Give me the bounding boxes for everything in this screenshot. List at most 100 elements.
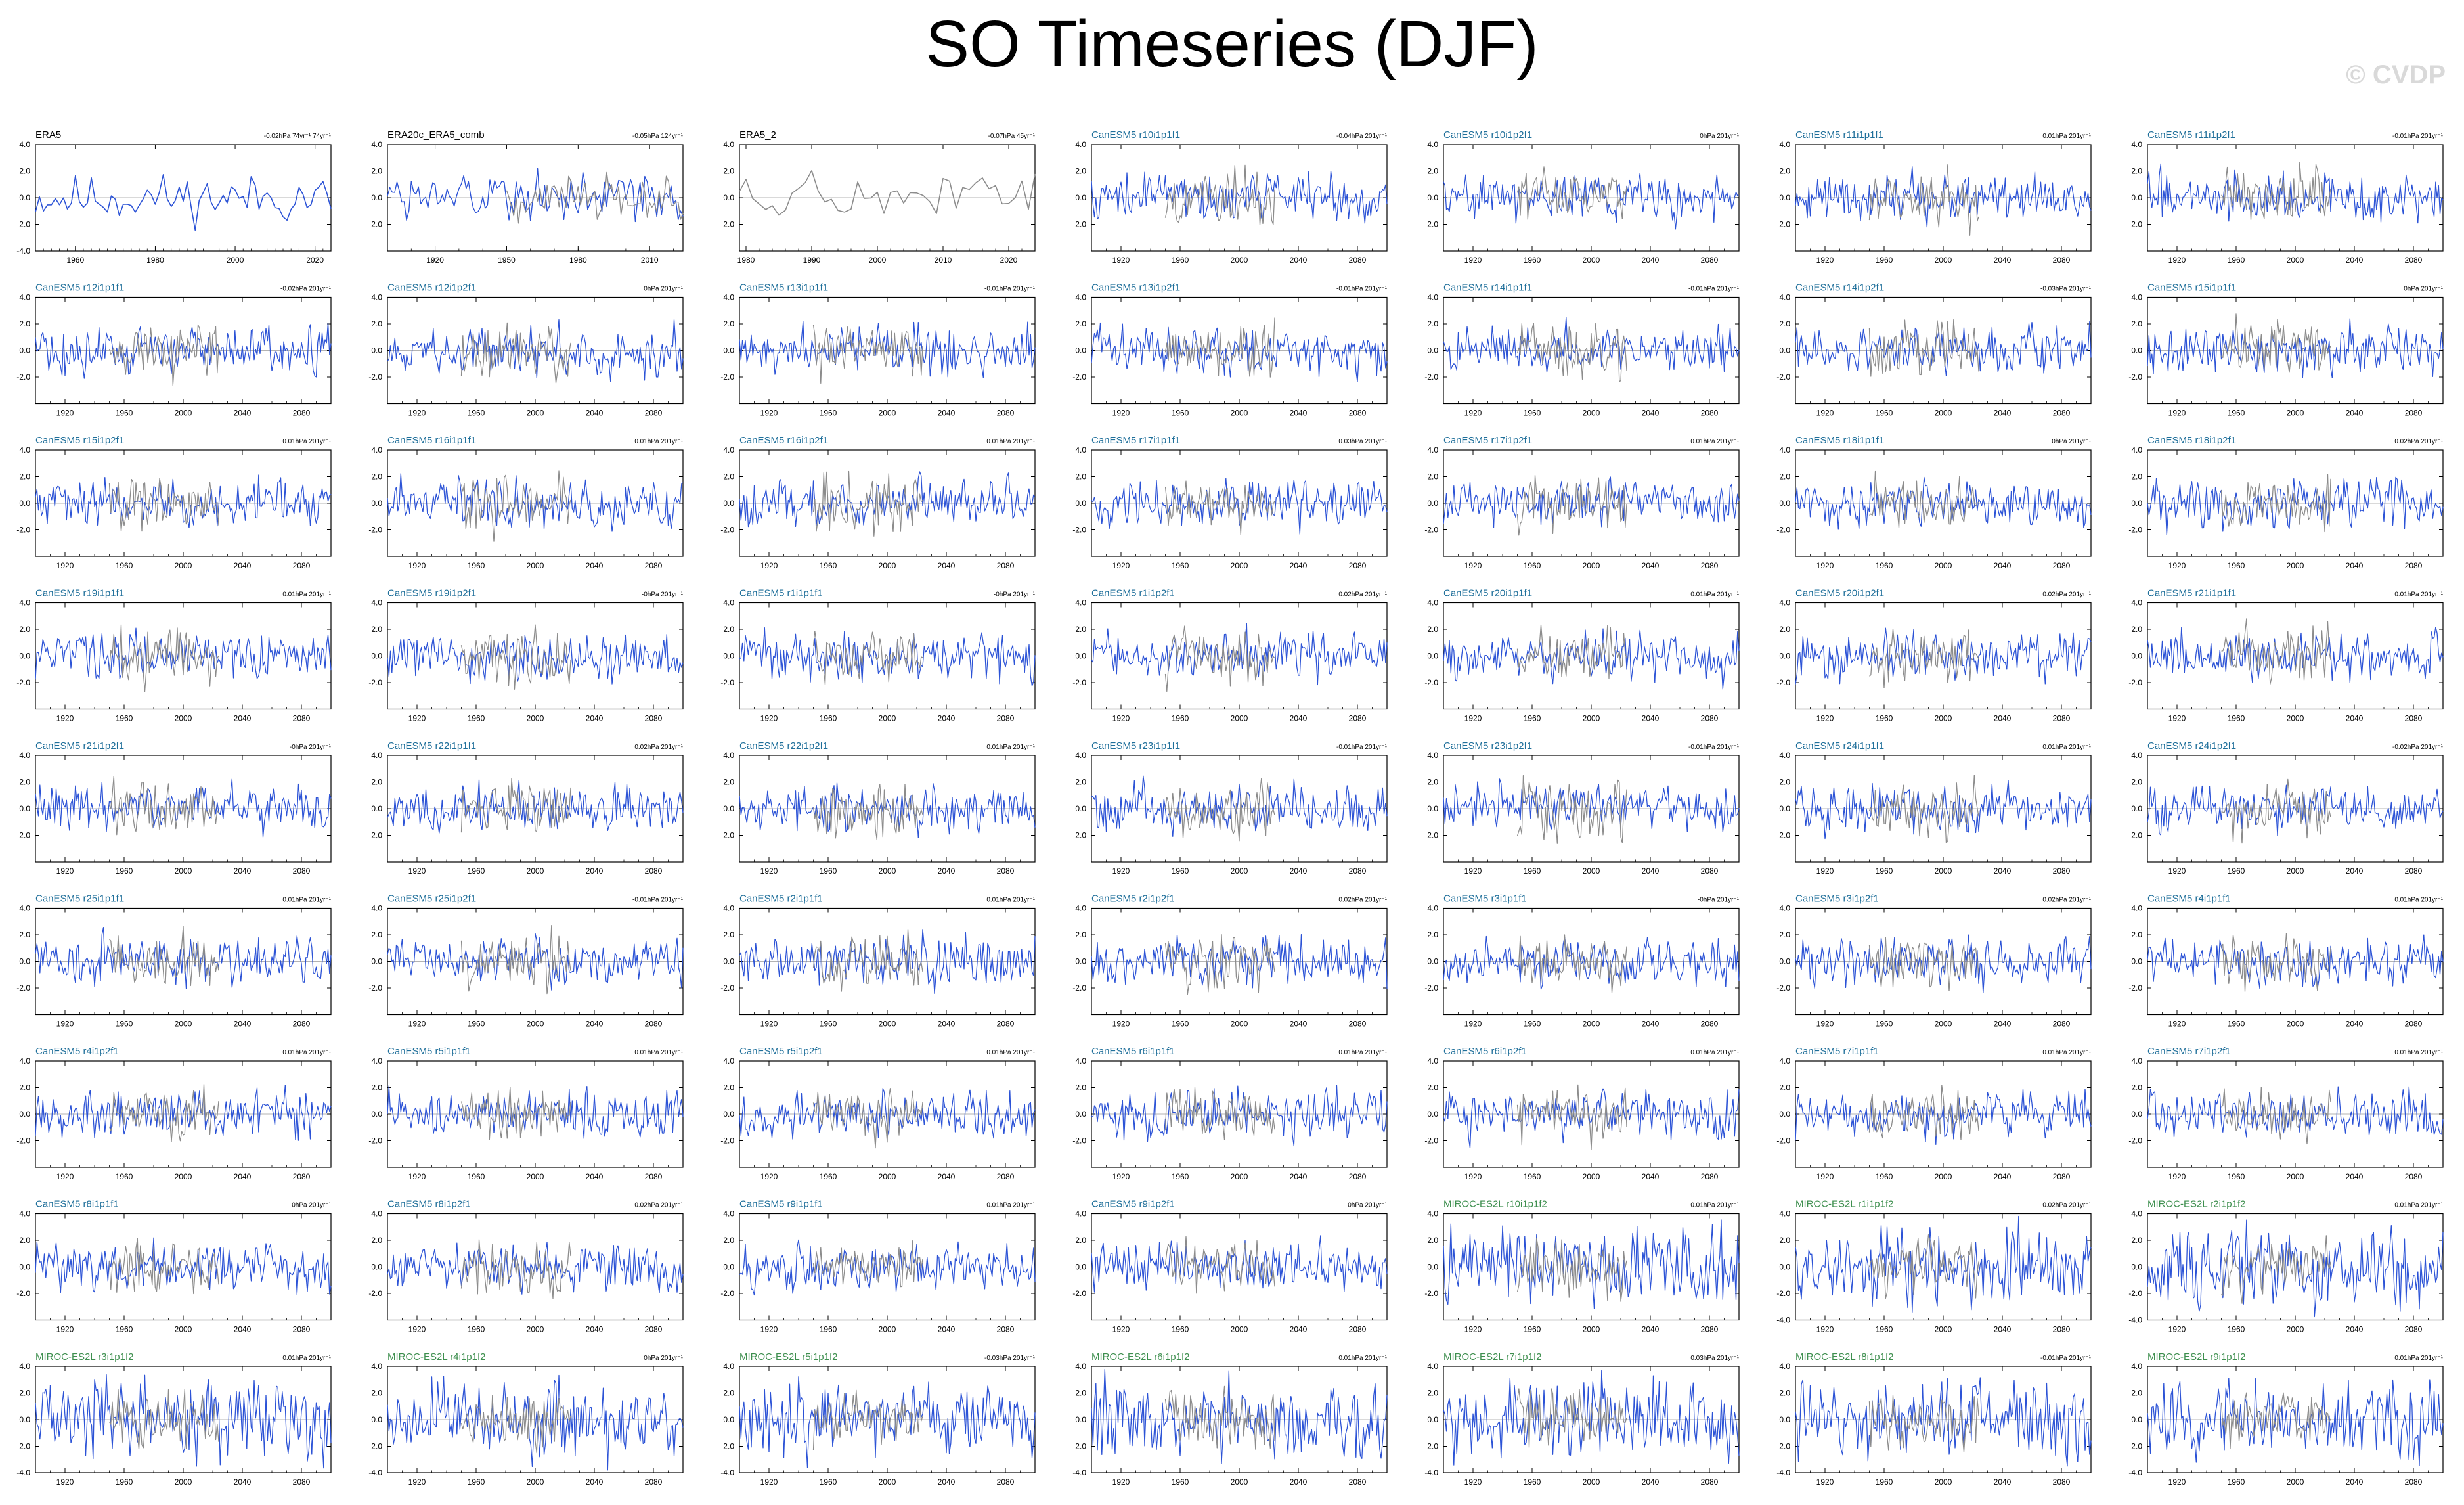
obs-series-line <box>1868 937 1979 992</box>
x-tick-label: 2000 <box>227 256 244 265</box>
x-tick-label: 2000 <box>2287 1172 2304 1181</box>
x-tick-label: 2080 <box>293 409 311 418</box>
y-tick-label: 2.0 <box>19 1389 30 1398</box>
y-tick-label: -2.0 <box>2128 831 2142 840</box>
x-tick-label: 2040 <box>234 714 252 723</box>
x-tick-label: 2000 <box>527 1325 544 1334</box>
obs-series-line <box>2220 933 2331 992</box>
x-tick-label: 1920 <box>760 1477 778 1487</box>
x-tick-label: 1920 <box>1816 256 1834 265</box>
x-tick-label: 1960 <box>1524 1325 1541 1334</box>
x-tick-label: 2000 <box>1231 1020 1248 1029</box>
y-tick-label: 4.0 <box>723 140 734 149</box>
x-tick-label: 2080 <box>2405 1172 2423 1181</box>
y-tick-label: 2.0 <box>2131 1389 2142 1398</box>
obs-series-line <box>108 478 219 532</box>
x-tick-label: 2040 <box>234 866 252 876</box>
x-tick-label: 1960 <box>116 1020 133 1029</box>
y-tick-label: -2.0 <box>1072 983 1086 993</box>
panel-title: CanESM5 r12i1p1f1 <box>35 282 124 294</box>
panel-trend-label: 0.01hPa 201yr⁻¹ <box>986 744 1035 751</box>
x-tick-label: 2000 <box>1583 866 1600 876</box>
x-tick-label: 2080 <box>1701 714 1719 723</box>
y-tick-label: 4.0 <box>1427 1362 1438 1371</box>
y-tick-label: 4.0 <box>1779 445 1790 455</box>
model-series-line <box>1795 476 2092 530</box>
x-tick-label: 2000 <box>527 1477 544 1487</box>
x-tick-label: 1960 <box>1876 256 1893 265</box>
y-tick-label: 0.0 <box>19 1415 30 1424</box>
panel-trend-label: -0.02hPa 201yr⁻¹ <box>2392 744 2444 751</box>
y-tick-label: 2.0 <box>1779 1389 1790 1398</box>
y-tick-label: -4.0 <box>2128 1316 2142 1325</box>
panel-title: CanESM5 r1i1p2f1 <box>1091 588 1175 599</box>
y-tick-label: 0.0 <box>371 499 382 508</box>
x-tick-label: 1960 <box>468 561 485 570</box>
x-tick-label: 2000 <box>879 1325 896 1334</box>
model-series-line <box>1795 780 2092 840</box>
y-tick-label: 2.0 <box>1427 167 1438 176</box>
x-tick-label: 2000 <box>175 561 192 570</box>
x-tick-label: 2040 <box>1994 1172 2012 1181</box>
y-tick-label: 2.0 <box>723 1389 734 1398</box>
panel-trend-label: 0.02hPa 201yr⁻¹ <box>2394 438 2443 445</box>
x-tick-label: 2000 <box>175 1477 192 1487</box>
y-tick-label: -2.0 <box>1776 983 1790 993</box>
y-tick-label: 0.0 <box>2131 193 2142 202</box>
obs-series-line <box>1164 934 1275 995</box>
y-tick-label: 4.0 <box>1075 904 1086 913</box>
y-tick-label: 2.0 <box>723 778 734 787</box>
x-tick-label: 1920 <box>1816 1172 1834 1181</box>
panel-trend-label: 0hPa 201yr⁻¹ <box>2404 286 2443 293</box>
panel-trend-label: 0.02hPa 201yr⁻¹ <box>2042 591 2091 598</box>
x-tick-label: 2000 <box>879 1020 896 1029</box>
x-tick-label: 2040 <box>2346 714 2364 723</box>
x-tick-label: 1920 <box>1112 866 1130 876</box>
x-tick-label: 2040 <box>234 1325 252 1334</box>
x-tick-label: 2080 <box>997 409 1015 418</box>
y-tick-label: 0.0 <box>2131 652 2142 661</box>
y-tick-label: -2.0 <box>2128 372 2142 382</box>
x-tick-label: 2080 <box>2405 714 2423 723</box>
y-tick-label: 4.0 <box>1779 140 1790 149</box>
panel-trend-label: 0.02hPa 201yr⁻¹ <box>2042 897 2091 904</box>
obs-series-line <box>108 776 219 836</box>
x-tick-label: 1920 <box>760 1172 778 1181</box>
y-tick-label: -4.0 <box>1424 1468 1438 1477</box>
y-tick-label: 4.0 <box>723 445 734 455</box>
panel-trend-label: -0hPa 201yr⁻¹ <box>1698 897 1740 904</box>
y-tick-label: 2.0 <box>1075 930 1086 939</box>
y-tick-label: 0.0 <box>1075 957 1086 966</box>
model-series-line <box>1795 321 2092 376</box>
y-tick-label: 2.0 <box>1075 472 1086 482</box>
obs-series-line <box>812 631 923 685</box>
panel-title: CanESM5 r11i1p2f1 <box>2147 129 2235 141</box>
model-series-line <box>35 322 332 379</box>
x-tick-label: 2080 <box>1349 714 1367 723</box>
model-series-line <box>1443 1370 1740 1466</box>
y-tick-label: 4.0 <box>1779 293 1790 302</box>
x-tick-label: 2000 <box>1935 866 1952 876</box>
obs-series-line <box>108 1389 219 1450</box>
y-tick-label: 0.0 <box>1075 1263 1086 1272</box>
y-tick-label: -2.0 <box>1776 831 1790 840</box>
y-tick-label: 2.0 <box>2131 1236 2142 1245</box>
x-tick-label: 2080 <box>1701 409 1719 418</box>
panel-title: CanESM5 r16i1p1f1 <box>387 435 476 446</box>
y-tick-label: 2.0 <box>371 930 382 939</box>
y-tick-label: 2.0 <box>371 1389 382 1398</box>
y-tick-label: 4.0 <box>19 445 30 455</box>
x-tick-label: 2080 <box>293 1172 311 1181</box>
panel-title: CanESM5 r23i1p1f1 <box>1091 740 1180 752</box>
x-tick-label: 1960 <box>2228 1020 2245 1029</box>
panel-trend-label: 0hPa 201yr⁻¹ <box>644 1355 683 1362</box>
panel-trend-label: 0.01hPa 201yr⁻¹ <box>986 438 1035 445</box>
x-tick-label: 1960 <box>116 561 133 570</box>
y-tick-label: -2.0 <box>720 678 734 687</box>
obs-series-line <box>460 1395 571 1454</box>
y-tick-label: 0.0 <box>19 499 30 508</box>
x-tick-label: 2040 <box>1642 866 1660 876</box>
model-series-line <box>1091 934 1388 989</box>
x-tick-label: 1920 <box>1464 561 1482 570</box>
